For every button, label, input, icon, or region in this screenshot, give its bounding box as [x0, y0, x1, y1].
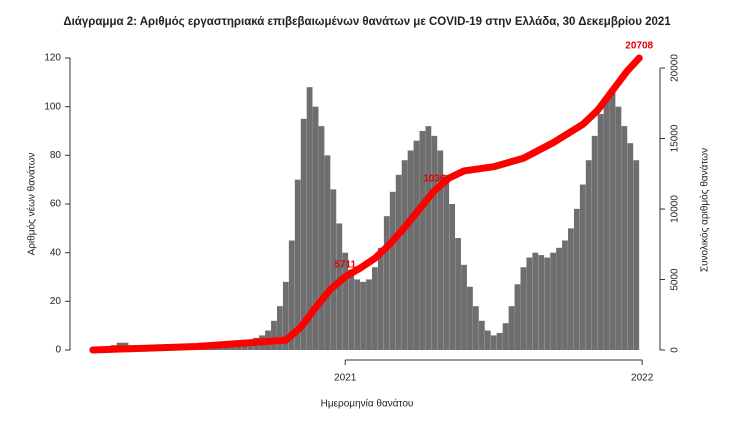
bar	[377, 247, 384, 350]
y-tick-label: 20	[50, 296, 62, 307]
bar	[467, 286, 473, 350]
annotation: 20708	[625, 41, 653, 52]
cumulative-line	[89, 54, 643, 354]
bar	[336, 223, 343, 350]
bar	[431, 135, 438, 350]
bar	[573, 208, 580, 350]
bar	[318, 126, 325, 350]
bar	[478, 320, 485, 350]
chart-title: Διάγραμμα 2: Αριθμός εργαστηριακά επιβεβ…	[63, 16, 671, 28]
y-tick-label: 100	[44, 101, 61, 112]
bar	[461, 264, 467, 350]
bar	[449, 204, 456, 350]
bar	[395, 174, 402, 350]
y2-tick-label: 15000	[670, 124, 681, 152]
bar	[544, 257, 551, 350]
bar	[490, 335, 497, 350]
bar	[556, 247, 562, 350]
bar	[271, 320, 277, 350]
bar	[568, 228, 574, 350]
y-tick-label: 60	[50, 199, 62, 210]
bar	[443, 174, 450, 350]
bar	[211, 347, 218, 350]
bar	[514, 284, 521, 350]
y-tick-label: 40	[50, 247, 62, 258]
bar	[550, 252, 556, 350]
bar	[372, 267, 378, 350]
bar	[591, 135, 598, 350]
y2-tick-label: 0	[670, 347, 681, 353]
bar	[413, 140, 420, 350]
y-tick-label: 0	[55, 345, 61, 356]
bar	[306, 87, 313, 350]
annotation: 1036	[423, 173, 446, 184]
x-axis-label: Ημερομηνία θανάτου	[321, 398, 414, 410]
bar	[330, 189, 337, 350]
y-tick-label: 120	[44, 53, 61, 64]
bar	[502, 323, 509, 350]
bar	[288, 240, 295, 350]
bar	[401, 160, 408, 350]
bar	[282, 281, 289, 350]
bar	[342, 252, 349, 350]
bar	[520, 267, 527, 350]
bar	[407, 150, 414, 350]
bar	[354, 279, 361, 350]
bar	[389, 191, 396, 350]
bar	[609, 92, 616, 351]
y2-axis-label: Συνολικός αριθμός θανάτων	[699, 148, 711, 272]
bar	[627, 143, 634, 350]
bar	[532, 252, 539, 350]
bar	[455, 238, 461, 350]
y2-tick-label: 20000	[670, 54, 681, 82]
bar	[508, 306, 515, 350]
bar	[526, 257, 533, 350]
y2-tick-label: 5000	[670, 268, 681, 291]
bar	[383, 216, 390, 350]
bar	[633, 160, 640, 350]
bar	[437, 150, 444, 350]
bar	[562, 240, 568, 350]
x-tick-label: 2022	[631, 373, 654, 384]
bar	[425, 126, 432, 350]
bar	[585, 160, 592, 350]
y-tick-label: 80	[50, 150, 62, 161]
bar	[348, 269, 355, 350]
bar	[621, 126, 628, 350]
bar	[300, 118, 307, 350]
bar	[312, 106, 319, 351]
y-axis-label: Αριθμός νέων θανάτων	[26, 153, 38, 256]
bar	[294, 179, 301, 350]
bar	[496, 332, 503, 350]
bar	[419, 131, 426, 350]
bar	[324, 155, 331, 350]
bar	[360, 281, 366, 350]
bar	[597, 113, 604, 350]
bar	[603, 96, 610, 350]
bar	[538, 255, 545, 350]
x-tick-label: 2021	[334, 373, 357, 384]
bar	[579, 184, 586, 350]
y2-tick-label: 10000	[670, 195, 681, 223]
bar	[472, 306, 479, 350]
bar	[276, 306, 283, 350]
bar	[366, 279, 372, 350]
annotation: 5711	[334, 259, 356, 270]
bar	[615, 106, 622, 351]
bar	[484, 330, 491, 350]
